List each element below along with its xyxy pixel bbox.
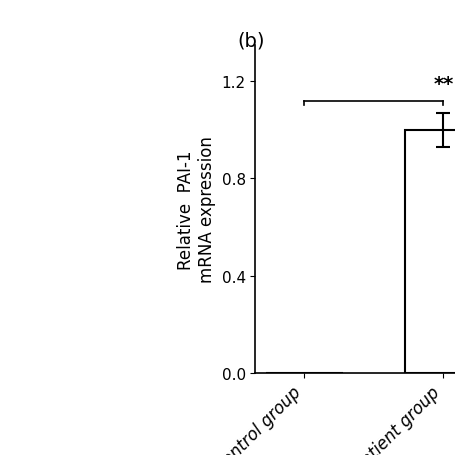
Text: (b): (b) bbox=[237, 32, 264, 51]
Text: **: ** bbox=[432, 75, 453, 94]
Y-axis label: Relative  PAI-1
mRNA expression: Relative PAI-1 mRNA expression bbox=[177, 136, 216, 283]
Bar bbox=[404, 131, 455, 373]
